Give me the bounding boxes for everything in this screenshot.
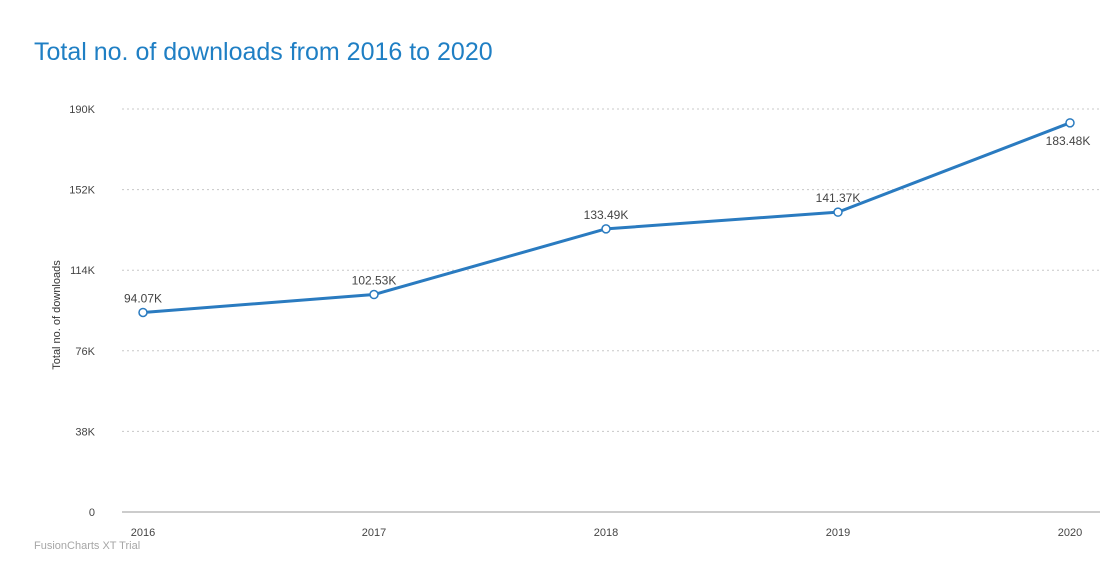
data-label: 102.53K bbox=[352, 274, 397, 288]
data-labels: 94.07K 102.53K 133.49K 141.37K 183.48K bbox=[124, 134, 1090, 306]
x-tick-label: 2020 bbox=[1058, 527, 1082, 539]
chart-title: Total no. of downloads from 2016 to 2020 bbox=[34, 38, 493, 66]
x-tick-label: 2018 bbox=[594, 527, 618, 539]
y-tick-label: 76K bbox=[75, 346, 95, 358]
x-tick-label: 2019 bbox=[826, 527, 850, 539]
data-point[interactable] bbox=[833, 207, 843, 217]
x-tick-label: 2017 bbox=[362, 527, 386, 539]
y-tick-label: 190K bbox=[69, 104, 95, 116]
x-tick-label: 2016 bbox=[131, 527, 155, 539]
data-label: 133.49K bbox=[584, 208, 629, 222]
data-points bbox=[138, 118, 1075, 318]
data-point[interactable] bbox=[369, 289, 379, 300]
y-tick-label: 38K bbox=[75, 426, 95, 438]
watermark-text: FusionCharts XT Trial bbox=[34, 540, 141, 552]
data-label: 141.37K bbox=[816, 191, 861, 205]
data-point[interactable] bbox=[138, 307, 148, 318]
y-axis-title: Total no. of downloads bbox=[51, 260, 63, 370]
y-tick-label: 114K bbox=[70, 265, 96, 277]
y-tick-label: 152K bbox=[69, 185, 95, 197]
data-label: 94.07K bbox=[124, 291, 162, 305]
grid-lines bbox=[122, 108, 1100, 432]
data-point[interactable] bbox=[1065, 118, 1075, 128]
y-tick-label: 0 bbox=[89, 507, 95, 519]
data-point[interactable] bbox=[601, 224, 611, 234]
axes: 0 38K 76K 114K 152K 190K 2016 2017 2018 2019 2020 bbox=[69, 104, 1100, 539]
data-label: 183.48K bbox=[1046, 134, 1091, 148]
